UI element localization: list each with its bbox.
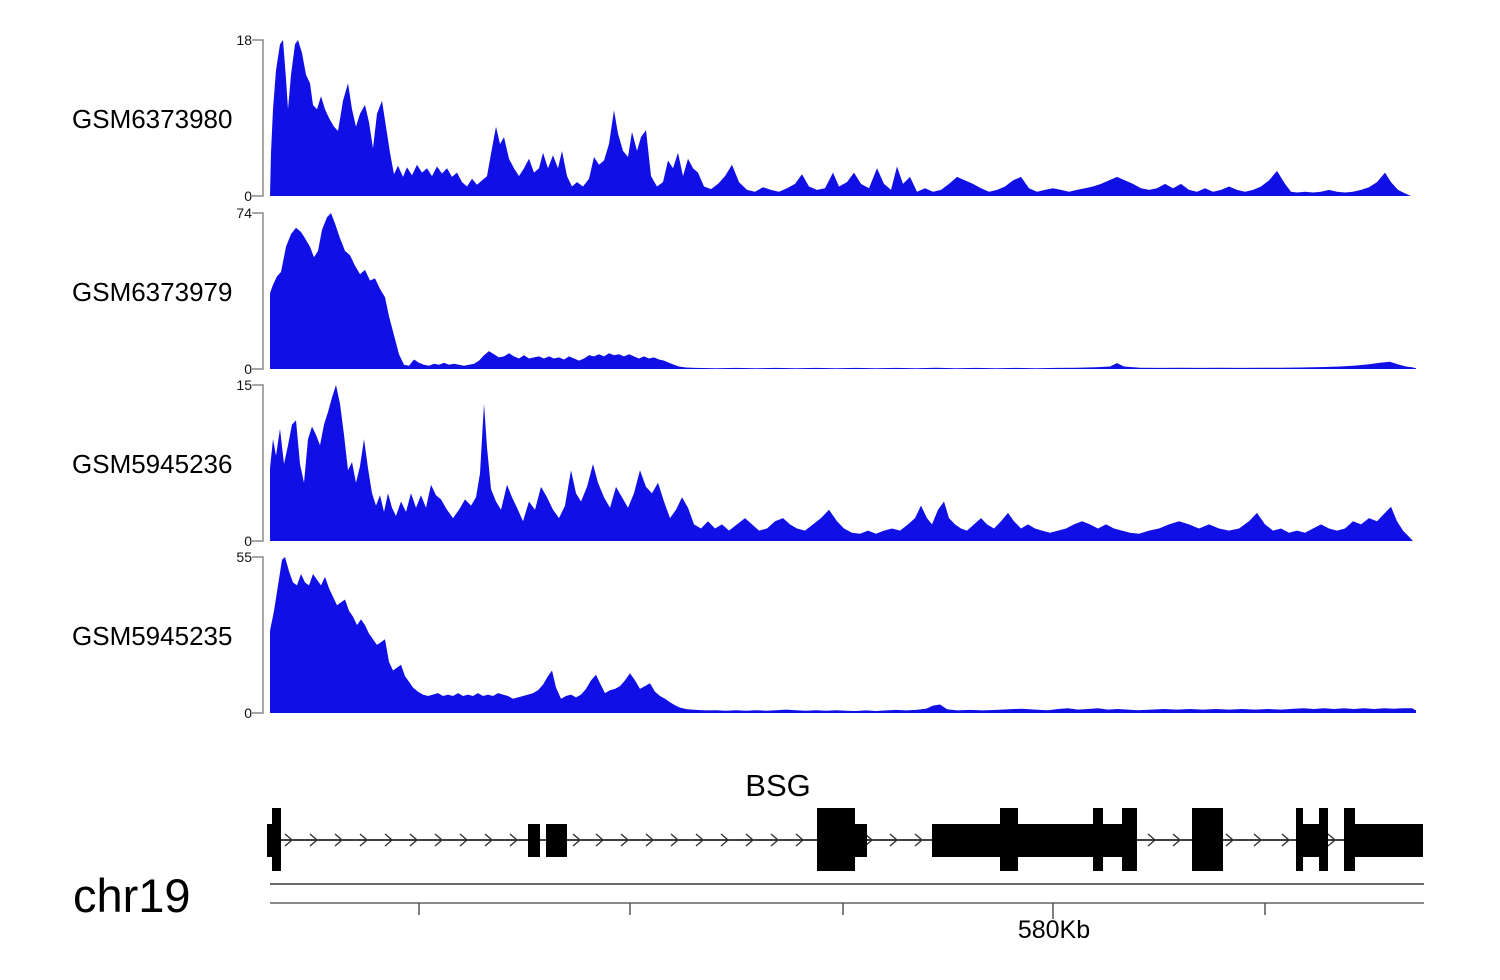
track2-ymax-label: 74 (236, 205, 252, 221)
coverage-plot-track-1 (252, 39, 1411, 197)
coverage-plot-track-2 (252, 212, 1416, 370)
gene-name-label: BSG (745, 768, 811, 803)
track1-ymax-label: 18 (236, 32, 252, 48)
coverage-plot-track-4 (252, 556, 1416, 714)
track-label-4: GSM5945235 (72, 621, 233, 651)
track1-ymin-label: 0 (244, 188, 252, 204)
track-label-3: GSM5945236 (72, 449, 233, 479)
track4-ymax-label: 55 (236, 549, 252, 565)
gene-model-track (267, 808, 1424, 919)
track3-ymin-label: 0 (244, 533, 252, 549)
track2-ymin-label: 0 (244, 361, 252, 377)
track3-ymax-label: 15 (236, 377, 252, 393)
track4-ymin-label: 0 (244, 705, 252, 721)
track-label-1: GSM6373980 (72, 104, 233, 134)
chromosome-label: chr19 (73, 869, 191, 922)
scale-tick-label: 580Kb (1017, 916, 1091, 944)
coverage-plot-track-3 (252, 384, 1413, 542)
track-label-2: GSM6373979 (72, 277, 233, 307)
